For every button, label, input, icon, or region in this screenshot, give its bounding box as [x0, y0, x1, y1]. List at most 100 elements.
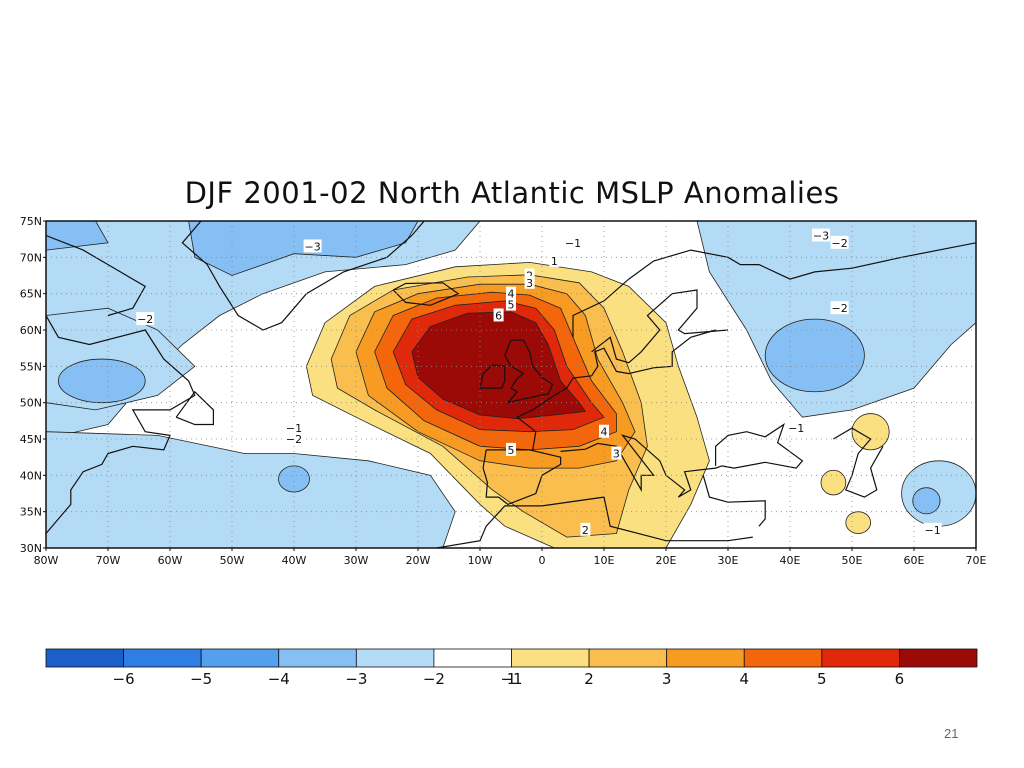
lat-tick-label: 55N — [20, 360, 42, 373]
contour-label-bg — [285, 432, 303, 445]
lon-tick-label: 30W — [344, 554, 369, 567]
contour-label: −3 — [813, 230, 829, 243]
lon-tick-label: 50E — [842, 554, 863, 567]
colorbar-tick-label: 2 — [584, 670, 594, 688]
colorbar-swatch — [743, 648, 823, 668]
coastline-sweden — [591, 289, 729, 364]
page-number: 21 — [944, 726, 959, 741]
coastline-blacksea — [715, 423, 804, 469]
contour-label-bg — [599, 424, 609, 438]
colorbar-swatch — [200, 648, 280, 668]
colorbar-swatch — [588, 648, 668, 668]
lon-tick-label: 70E — [966, 554, 987, 567]
colorbar-swatch — [899, 648, 978, 668]
coastline-caspian — [833, 427, 884, 498]
map-frame — [45, 220, 977, 549]
colorbar-swatch — [821, 648, 900, 668]
coastline-mediterranean — [560, 434, 723, 498]
lat-tick-label: 50N — [20, 397, 42, 410]
anomaly-region-neg2-russia — [696, 221, 976, 418]
anomaly-region-neg3-atlantic — [278, 465, 310, 493]
contour-label-bg — [812, 228, 830, 242]
lat-tick-label: 65N — [20, 288, 42, 301]
colorbar-swatch — [666, 648, 745, 668]
colorbar-swatch — [511, 648, 590, 668]
lon-tick-label: 20W — [406, 554, 431, 567]
colorbar-tick-label: 5 — [817, 670, 827, 688]
map-area — [45, 220, 977, 549]
colorbar-tick-label: −5 — [190, 670, 212, 688]
coastline-labrador — [46, 315, 196, 534]
contour-label-bg — [564, 235, 582, 249]
lon-tick-label: 40E — [780, 554, 801, 567]
anomaly-region-neg2-southwest — [46, 431, 456, 548]
contour-label: −3 — [304, 240, 320, 253]
contour-label-bg — [136, 312, 155, 326]
coastline-iceland — [392, 282, 460, 306]
coastline-iberia — [482, 449, 562, 506]
contour-label-bg — [787, 421, 806, 435]
anomaly-region-neg3-iran — [912, 487, 941, 515]
chart-title: DJF 2001-02 North Atlantic MSLP Anomalie… — [184, 176, 840, 210]
lat-tick-label: 45N — [20, 433, 42, 446]
anomaly-region-neg3-baffin — [46, 221, 109, 251]
anomaly-region-neg2-iran — [901, 460, 976, 527]
lon-tick-label: 20E — [656, 554, 677, 567]
lat-tick-label: 40N — [20, 469, 42, 482]
lon-tick-label: 60E — [904, 554, 925, 567]
colorbar-swatch — [278, 648, 357, 668]
contour-label: 3 — [613, 448, 620, 461]
colorbar-tick-label: −1 — [500, 670, 522, 688]
lon-tick-label: 10W — [468, 554, 493, 567]
lat-tick-label: 35N — [20, 506, 42, 519]
colorbar-tick-label: 1 — [507, 670, 517, 688]
contour-label: −1 — [924, 524, 940, 537]
colorbar-tick-label: −6 — [113, 670, 135, 688]
colorbar-swatch — [433, 648, 512, 668]
contour-label-bg — [303, 239, 322, 253]
lat-tick-label: 30N — [20, 542, 42, 555]
contour-label-bg — [506, 442, 516, 456]
contour-label: 5 — [508, 444, 515, 457]
anomaly-region-pos1-caspian — [820, 469, 847, 496]
contour-label-bg — [549, 253, 560, 267]
lat-tick-label: 70N — [20, 251, 42, 264]
lat-tick-label: 60N — [20, 324, 42, 337]
colorbar-tick-label: 4 — [739, 670, 749, 688]
colorbar-tick-label: −4 — [268, 670, 290, 688]
contour-label-bg — [506, 286, 516, 300]
coastline-baffin — [46, 234, 147, 317]
lat-tick-label: 75N — [20, 215, 42, 228]
lon-tick-label: 0 — [539, 554, 546, 567]
anomaly-region-pos1-persia — [845, 511, 871, 534]
contour-label: −1 — [565, 237, 581, 250]
contour-label-bg — [611, 446, 622, 460]
contour-label-bg — [524, 268, 535, 282]
contour-label: −2 — [831, 302, 847, 315]
contour-label: −2 — [137, 313, 153, 326]
contour-label-bg — [285, 421, 303, 435]
contour-label: 6 — [495, 309, 502, 322]
contour-label: 4 — [508, 288, 515, 301]
lon-tick-label: 50W — [220, 554, 245, 567]
contour-label-bg — [830, 301, 849, 315]
anomaly-region-neg2-northwest — [46, 221, 481, 440]
contour-label-bg — [493, 308, 504, 322]
colorbar-tick-label: 3 — [662, 670, 672, 688]
contour-label: 1 — [551, 255, 558, 268]
contour-label: 5 — [508, 299, 515, 312]
coastline-africa — [436, 496, 753, 548]
contour-label: 4 — [601, 426, 608, 439]
contour-label: −2 — [831, 237, 847, 250]
contour-label-bg — [830, 235, 849, 249]
coastline-newfoundland — [175, 390, 214, 426]
lon-tick-label: 80W — [34, 554, 59, 567]
colorbar-swatch — [123, 648, 202, 668]
lon-tick-label: 70W — [96, 554, 121, 567]
anomaly-region-neg3-russia — [764, 318, 865, 393]
anomaly-field — [46, 221, 976, 548]
contour-label: 2 — [582, 524, 589, 537]
contour-label: 3 — [526, 277, 533, 290]
